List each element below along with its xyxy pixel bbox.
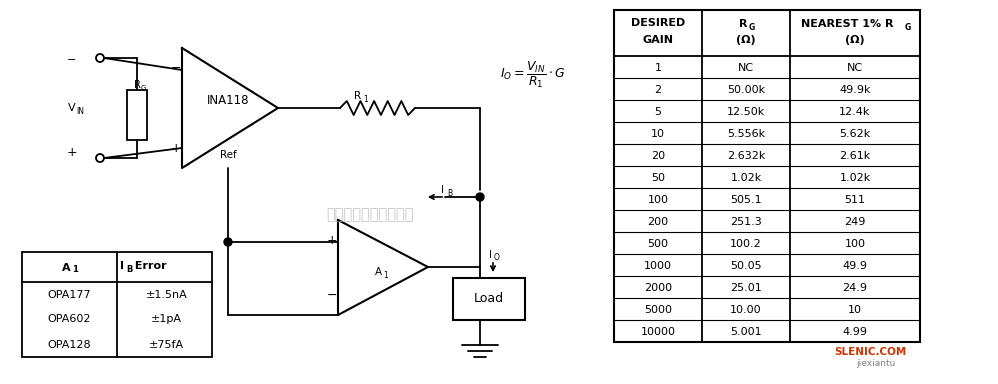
Text: OPA177: OPA177 <box>48 290 91 300</box>
Text: 25.01: 25.01 <box>731 283 761 293</box>
Text: G: G <box>905 23 911 31</box>
Text: V: V <box>68 103 76 113</box>
Text: 12.50k: 12.50k <box>727 107 765 117</box>
Text: 1: 1 <box>363 94 367 104</box>
Text: SLENIC.COM: SLENIC.COM <box>834 347 906 357</box>
Text: 杭州将睭科技有限公司: 杭州将睭科技有限公司 <box>326 207 414 222</box>
Text: 50.05: 50.05 <box>731 261 761 271</box>
Text: 50: 50 <box>651 173 665 183</box>
Text: OPA602: OPA602 <box>48 314 91 324</box>
Text: 10000: 10000 <box>641 327 676 337</box>
Text: Load: Load <box>474 293 504 306</box>
Text: I: I <box>120 261 124 271</box>
Text: 251.3: 251.3 <box>731 217 761 227</box>
Text: ±1pA: ±1pA <box>151 314 182 324</box>
Text: B: B <box>126 265 133 273</box>
Text: 1.02k: 1.02k <box>731 173 761 183</box>
Text: 5.556k: 5.556k <box>727 129 765 139</box>
Circle shape <box>224 238 232 246</box>
Text: 10: 10 <box>848 305 862 315</box>
Text: 100: 100 <box>648 195 669 205</box>
Text: 511: 511 <box>844 195 865 205</box>
Text: +: + <box>67 146 77 159</box>
Text: G: G <box>749 23 755 31</box>
Text: 49.9k: 49.9k <box>839 85 870 95</box>
Text: 10.00: 10.00 <box>731 305 761 315</box>
Text: 1: 1 <box>73 265 79 275</box>
Text: NEAREST 1% R: NEAREST 1% R <box>800 19 893 29</box>
Text: 24.9: 24.9 <box>842 283 867 293</box>
Text: 505.1: 505.1 <box>731 195 761 205</box>
Text: 500: 500 <box>648 239 669 249</box>
Text: 1000: 1000 <box>644 261 672 271</box>
Text: 12.4k: 12.4k <box>839 107 870 117</box>
Text: 4.99: 4.99 <box>842 327 867 337</box>
Text: +: + <box>326 233 337 247</box>
Text: Ref: Ref <box>220 150 237 160</box>
Text: −: − <box>67 55 77 65</box>
Text: (Ω): (Ω) <box>845 35 865 45</box>
Text: R: R <box>134 80 141 90</box>
Text: I: I <box>489 250 491 260</box>
Text: O: O <box>494 253 500 263</box>
Text: 1.02k: 1.02k <box>839 173 870 183</box>
Text: 200: 200 <box>648 217 669 227</box>
Circle shape <box>476 193 484 201</box>
Text: IN: IN <box>76 106 84 116</box>
Text: 50.00k: 50.00k <box>727 85 765 95</box>
Text: 2.632k: 2.632k <box>727 151 765 161</box>
Text: ±1.5nA: ±1.5nA <box>146 290 188 300</box>
Text: 5.001: 5.001 <box>731 327 761 337</box>
Text: 249: 249 <box>844 217 865 227</box>
Text: −: − <box>171 61 182 74</box>
Text: B: B <box>447 189 452 197</box>
Text: DESIRED: DESIRED <box>631 18 685 28</box>
Text: GAIN: GAIN <box>643 35 674 45</box>
Text: 2: 2 <box>655 85 662 95</box>
Text: 100: 100 <box>844 239 865 249</box>
Text: (Ω): (Ω) <box>737 35 755 45</box>
Text: INA118: INA118 <box>207 93 250 106</box>
Text: 1: 1 <box>655 63 662 73</box>
Bar <box>614 10 920 342</box>
Text: 2000: 2000 <box>644 283 672 293</box>
Text: OPA128: OPA128 <box>48 339 91 349</box>
Text: ±75fA: ±75fA <box>149 339 184 349</box>
Text: 5.62k: 5.62k <box>839 129 870 139</box>
Text: 5000: 5000 <box>644 305 672 315</box>
Text: I: I <box>441 185 444 195</box>
Text: R: R <box>739 19 748 29</box>
Text: +: + <box>171 141 182 154</box>
Text: 49.9: 49.9 <box>842 261 867 271</box>
Bar <box>453 278 525 320</box>
Text: Error: Error <box>131 261 167 271</box>
Text: NC: NC <box>738 63 754 73</box>
Bar <box>127 90 147 140</box>
Text: $I_O = \dfrac{V_{IN}}{R_1} \cdot G$: $I_O = \dfrac{V_{IN}}{R_1} \cdot G$ <box>500 60 566 90</box>
Text: −: − <box>326 288 337 301</box>
Text: A: A <box>374 267 381 277</box>
Text: 10: 10 <box>651 129 665 139</box>
Text: R: R <box>354 91 361 101</box>
Text: jiexiantu: jiexiantu <box>856 359 895 369</box>
Text: NC: NC <box>847 63 863 73</box>
Text: 1: 1 <box>383 270 388 280</box>
Bar <box>22 252 212 357</box>
Text: 5: 5 <box>655 107 662 117</box>
Text: A: A <box>62 263 71 273</box>
Text: 20: 20 <box>651 151 665 161</box>
Text: 2.61k: 2.61k <box>839 151 870 161</box>
Text: 100.2: 100.2 <box>731 239 761 249</box>
Text: G: G <box>141 85 147 91</box>
